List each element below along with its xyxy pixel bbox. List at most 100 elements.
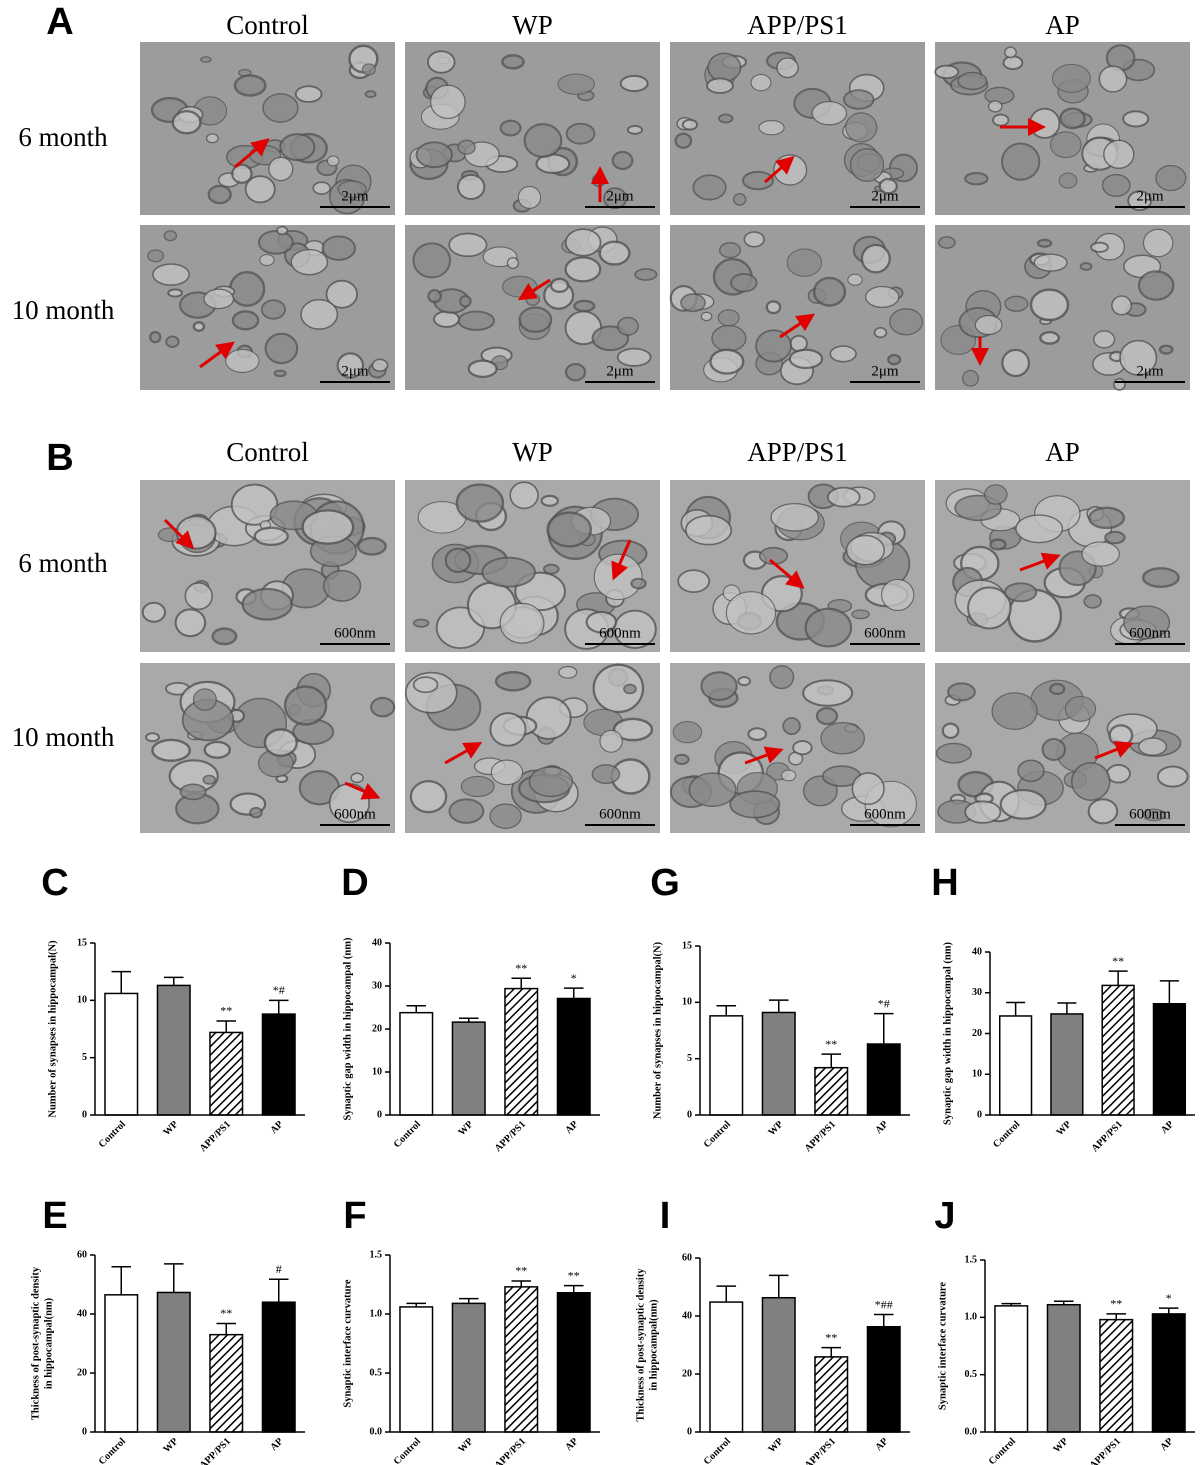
texture: [938, 236, 956, 249]
texture: [700, 671, 738, 701]
texture: [558, 665, 578, 679]
x-tick-label: AP: [268, 1119, 285, 1136]
texture: [202, 774, 217, 785]
bar: [998, 1015, 1033, 1116]
texture: [300, 298, 339, 330]
column-label: WP: [512, 437, 553, 467]
texture: [672, 721, 703, 744]
texture: [711, 324, 747, 352]
y-tick-label: 10: [972, 1069, 982, 1080]
texture: [448, 798, 485, 824]
bar: [209, 1031, 244, 1116]
texture: [499, 119, 522, 137]
bar: [866, 1043, 901, 1116]
red-arrow: [163, 518, 195, 550]
y-tick-label: 40: [372, 937, 382, 948]
column-label: Control: [226, 437, 309, 467]
texture: [415, 141, 453, 169]
texture: [540, 494, 560, 507]
scale-label: 2μm: [871, 363, 899, 379]
y-tick-label: 20: [372, 1023, 382, 1034]
texture: [444, 547, 472, 574]
texture: [934, 64, 960, 80]
texture: [634, 268, 658, 281]
texture: [253, 526, 289, 546]
texture: [1001, 142, 1041, 181]
texture: [1001, 348, 1031, 378]
texture: [941, 722, 960, 740]
texture: [1033, 253, 1068, 272]
y-tick-label: 60: [682, 1252, 692, 1263]
y-tick-label: 5: [82, 1052, 87, 1063]
significance-mark: **: [825, 1330, 837, 1344]
texture: [283, 685, 328, 726]
bar: [261, 1301, 296, 1433]
texture: [700, 311, 713, 322]
y-tick-label: 0.0: [965, 1426, 978, 1437]
texture: [211, 627, 238, 646]
scale-label: 600nm: [864, 625, 906, 641]
x-tick-label: APP/PS1: [1088, 1436, 1123, 1465]
x-tick-label: AP: [563, 1436, 580, 1453]
y-tick-label: 40: [77, 1308, 87, 1319]
texture: [233, 74, 267, 97]
scale-label: 2μm: [341, 363, 369, 379]
texture: [961, 369, 979, 387]
texture: [681, 118, 699, 131]
x-tick-label: APP/PS1: [1090, 1119, 1125, 1154]
panel-letter: B: [46, 437, 73, 479]
texture: [171, 110, 202, 135]
scale-label: 2μm: [1136, 363, 1164, 379]
texture: [557, 73, 595, 95]
texture: [432, 310, 460, 328]
y-tick-label: 0.5: [370, 1367, 383, 1378]
texture: [499, 602, 545, 644]
panel-letter: I: [660, 1195, 671, 1237]
red-arrow: [234, 138, 270, 169]
texture: [935, 742, 972, 764]
x-tick-label: WP: [161, 1436, 180, 1455]
x-tick-label: AP: [873, 1119, 890, 1136]
texture: [231, 163, 253, 184]
texture: [312, 181, 331, 195]
bar: [209, 1333, 244, 1433]
red-arrow: [1019, 552, 1061, 572]
texture: [992, 113, 1010, 127]
texture: [709, 348, 745, 375]
texture: [518, 306, 553, 333]
texture: [780, 769, 797, 782]
bar: [1099, 1318, 1134, 1433]
texture: [847, 273, 863, 286]
scale-label: 2μm: [606, 188, 634, 204]
texture: [455, 483, 505, 523]
texture: [820, 721, 866, 755]
x-tick-label: WP: [766, 1436, 785, 1455]
texture: [1079, 262, 1093, 271]
texture: [873, 326, 888, 339]
x-tick-label: APP/PS1: [198, 1436, 233, 1465]
texture: [737, 676, 751, 687]
texture: [1058, 172, 1078, 189]
x-tick-label: Control: [987, 1436, 1018, 1465]
column-label: WP: [512, 10, 553, 40]
texture: [957, 71, 988, 91]
texture: [259, 254, 275, 267]
texture: [426, 50, 456, 74]
texture: [1052, 63, 1091, 93]
bar: [761, 1011, 796, 1116]
panel-letter: C: [41, 862, 68, 904]
texture: [878, 177, 898, 195]
y-tick-label: 30: [372, 980, 382, 991]
y-axis-label: Synaptic gap width in hippocampal (nm): [942, 942, 953, 1125]
texture: [542, 563, 560, 575]
texture: [257, 229, 294, 255]
texture: [1122, 110, 1150, 128]
significance-mark: **: [1112, 954, 1124, 968]
bar: [709, 1301, 744, 1433]
texture: [457, 139, 476, 155]
texture: [725, 591, 777, 635]
panel-letter: A: [46, 1, 73, 43]
texture: [692, 174, 727, 201]
x-tick-label: Control: [97, 1436, 128, 1465]
texture: [184, 582, 213, 611]
